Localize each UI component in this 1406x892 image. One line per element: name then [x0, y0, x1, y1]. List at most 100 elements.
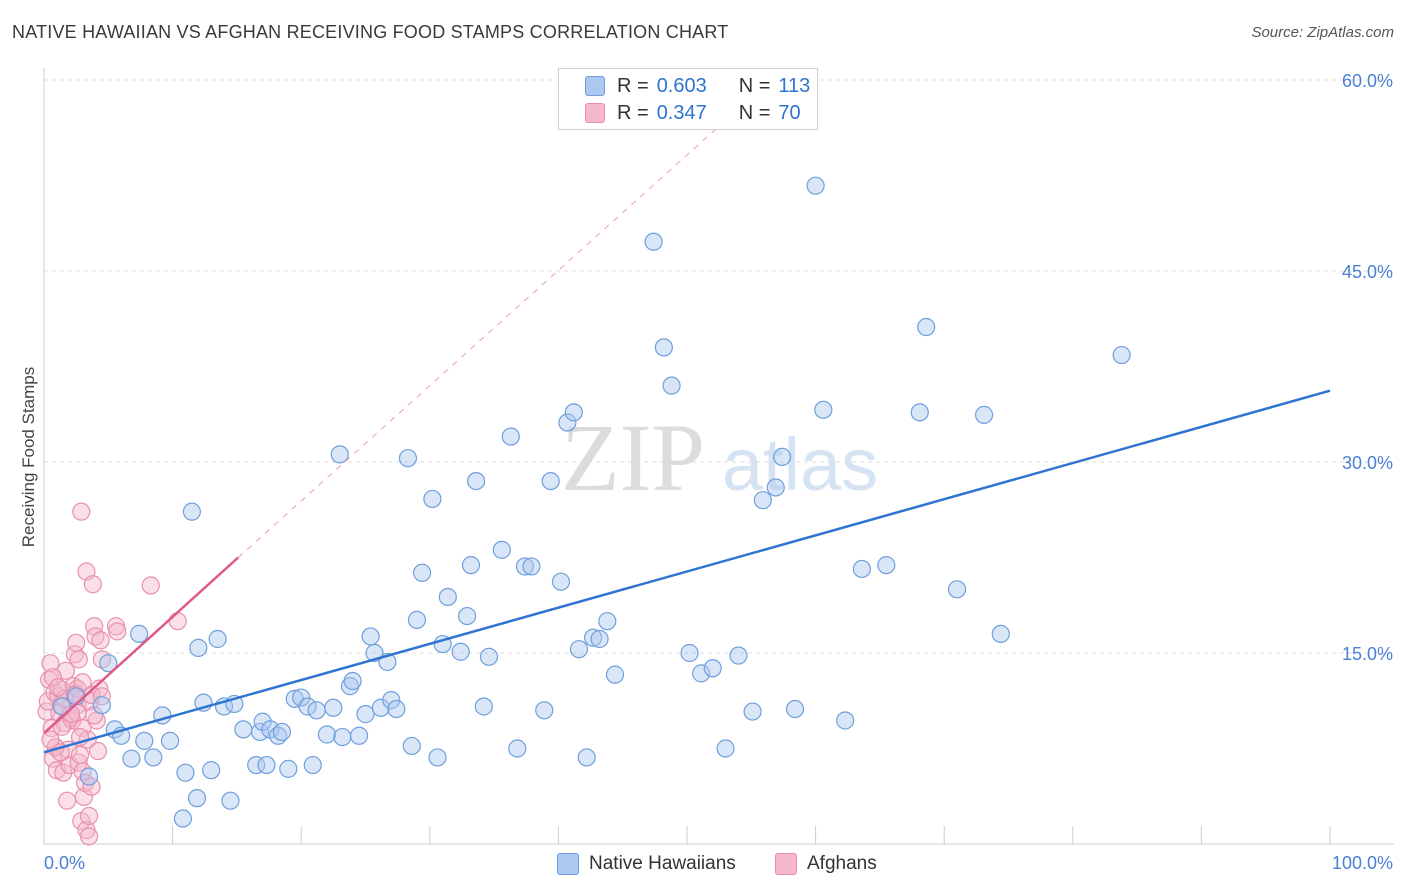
watermark-atlas: atlas	[722, 423, 878, 506]
native-hawaiians-point-94	[785, 699, 805, 719]
native-hawaiians-point-14	[176, 763, 195, 782]
native-hawaiians-point-31	[272, 722, 292, 742]
afghans-point-23	[67, 633, 86, 652]
native-hawaiians-point-78	[584, 628, 603, 647]
series-native-hawaiians-points	[52, 176, 1131, 828]
native-hawaiians-point-40	[330, 445, 349, 464]
native-hawaiians-point-101	[917, 317, 936, 337]
native-hawaiians-point-93	[773, 447, 792, 467]
native-hawaiians-point-50	[382, 691, 401, 710]
afghans-point-16	[58, 791, 77, 810]
native-hawaiians-point-35	[298, 697, 317, 716]
legend-row-native-hawaiians: R = 0.603 N = 113	[585, 74, 818, 98]
afghans-point-29	[69, 753, 88, 772]
native-hawaiians-point-48	[371, 698, 391, 717]
native-hawaiians-point-37	[307, 701, 326, 720]
afghans-point-63	[49, 678, 68, 697]
native-hawaiians-point-10	[144, 748, 163, 767]
y-axis-title: Receiving Food Stamps	[19, 367, 38, 547]
native-hawaiians-point-90	[743, 702, 762, 721]
afghans-point-66	[41, 730, 60, 749]
native-hawaiians-trend-line	[43, 389, 1331, 754]
native-hawaiians-point-52	[398, 449, 418, 468]
native-hawaiians-point-39	[324, 698, 343, 717]
native-hawaiians-point-55	[412, 563, 432, 582]
afghans-point-48	[88, 741, 108, 761]
native-hawaiians-point-1	[67, 687, 86, 706]
native-hawaiians-point-69	[515, 557, 535, 576]
native-hawaiians-point-89	[729, 646, 748, 665]
watermark-zip: ZIP	[561, 404, 705, 511]
legend-n-value: 113	[778, 74, 811, 97]
native-hawaiians-point-32	[279, 759, 298, 778]
legend-r-label: R =	[617, 74, 649, 97]
native-hawaiians-point-76	[569, 640, 589, 659]
native-hawaiians-point-70	[522, 557, 541, 576]
native-hawaiians-point-75	[564, 403, 583, 422]
native-hawaiians-point-87	[703, 659, 722, 678]
native-hawaiians-point-15	[182, 502, 201, 521]
legend-n-value: 70	[778, 101, 801, 124]
native-hawaiians-point-24	[234, 720, 253, 739]
y-tick-label-30: 30.0%	[1342, 453, 1393, 473]
native-hawaiians-point-9	[135, 731, 154, 750]
legend-r-label: R =	[617, 101, 649, 124]
native-hawaiians-point-62	[461, 556, 481, 575]
afghans-point-3	[41, 654, 60, 673]
native-hawaiians-point-17	[189, 638, 208, 658]
native-hawaiians-point-95	[806, 176, 825, 195]
native-hawaiians-point-53	[402, 736, 421, 756]
native-hawaiians-point-51	[387, 699, 406, 719]
bottom-legend-label: Native Hawaiians	[589, 853, 736, 874]
native-hawaiians-point-36	[303, 755, 322, 775]
chart-source: Source: ZipAtlas.com	[1251, 24, 1394, 41]
legend-swatch-blue	[585, 76, 605, 96]
series-afghans-points	[37, 502, 187, 846]
native-hawaiians-point-80	[598, 612, 617, 631]
native-hawaiians-point-56	[423, 489, 442, 509]
native-hawaiians-point-79	[590, 629, 609, 649]
native-hawaiians-point-4	[99, 654, 118, 673]
bottom-legend-label: Afghans	[807, 853, 877, 874]
afghans-point-65	[85, 706, 104, 725]
native-hawaiians-point-65	[479, 647, 499, 666]
afghans-point-30	[70, 745, 90, 764]
native-hawaiians-point-104	[991, 624, 1010, 644]
native-hawaiians-point-27	[253, 712, 272, 731]
y-tick-label-60: 60.0%	[1342, 71, 1393, 91]
native-hawaiians-point-60	[451, 642, 470, 661]
native-hawaiians-point-68	[508, 739, 527, 758]
native-hawaiians-point-22	[221, 791, 240, 810]
correlation-legend: R = 0.603 N = 113 R = 0.347 N = 70	[558, 68, 818, 130]
native-hawaiians-point-3	[92, 696, 111, 715]
legend-r-value: 0.347	[656, 101, 707, 124]
grid-lines	[44, 79, 1394, 654]
native-hawaiians-point-98	[852, 559, 871, 579]
y-tick-label-45: 45.0%	[1342, 262, 1393, 282]
native-hawaiians-point-8	[130, 624, 149, 644]
native-hawaiians-point-57	[428, 748, 447, 767]
afghans-point-44	[83, 575, 102, 594]
afghans-point-61	[43, 668, 63, 687]
native-hawaiians-point-92	[766, 478, 785, 497]
afghans-trend-line	[43, 556, 240, 735]
native-hawaiians-point-44	[349, 726, 369, 745]
native-hawaiians-point-81	[605, 665, 625, 684]
native-hawaiians-point-71	[535, 701, 554, 720]
native-hawaiians-point-96	[814, 400, 833, 419]
tick-labels: 15.0% 30.0% 45.0% 60.0% 0.0% 100.0%	[44, 71, 1393, 873]
native-hawaiians-point-97	[836, 711, 855, 730]
afghans-point-35	[74, 787, 93, 806]
native-hawaiians-point-59	[438, 587, 457, 607]
native-hawaiians-point-83	[654, 338, 673, 357]
native-hawaiians-point-38	[317, 725, 337, 744]
native-hawaiians-point-67	[501, 427, 520, 446]
legend-n-label: N =	[738, 74, 771, 97]
afghans-point-41	[79, 827, 99, 846]
native-hawaiians-point-13	[173, 809, 192, 828]
native-hawaiians-point-54	[407, 610, 427, 629]
native-hawaiians-point-28	[257, 755, 276, 775]
native-hawaiians-point-84	[662, 376, 681, 395]
native-hawaiians-point-64	[474, 697, 493, 716]
